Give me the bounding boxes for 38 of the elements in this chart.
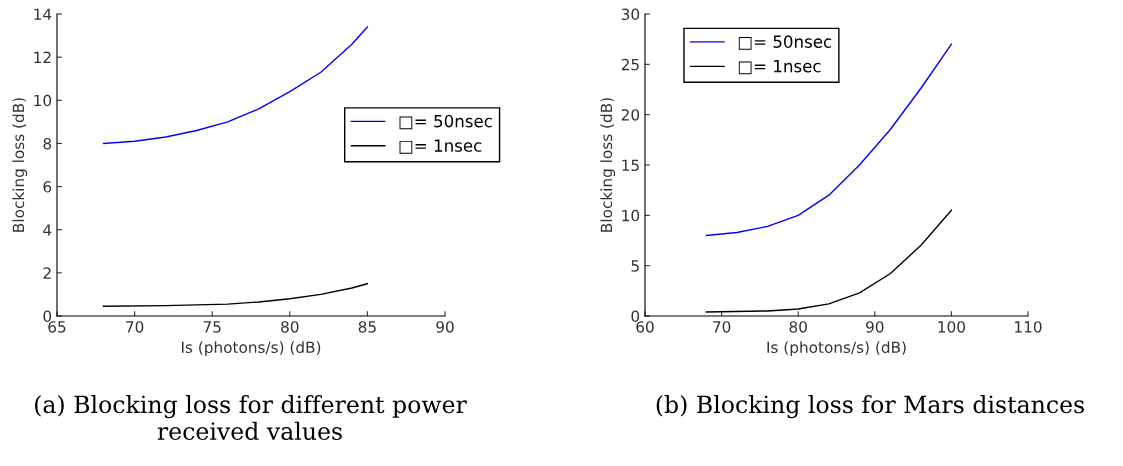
- line-series: [705, 209, 953, 313]
- text: (a) Blocking loss for different power received values: [35, 395, 467, 441]
- y-tick-label: 15: [622, 159, 639, 172]
- y-tick-label: 14: [34, 8, 52, 20]
- y-tick-label: 30: [621, 8, 640, 21]
- y-tick-label: 8: [43, 137, 52, 150]
- x-tick-label: 85: [358, 321, 376, 333]
- y-axis-title: Blocking loss (dB): [12, 98, 28, 232]
- x-axis-title: Is (photons/s) (dB): [767, 341, 906, 356]
- legend-label: □= 1nsec: [399, 139, 482, 154]
- x-tick-label: 90: [436, 321, 454, 333]
- x-tick-label: 80: [281, 321, 299, 333]
- y-tick-label: 10: [622, 209, 640, 222]
- x-tick-label: 70: [713, 321, 731, 333]
- x-tick-label: 90: [866, 321, 884, 333]
- y-tick-label: 5: [631, 260, 639, 272]
- y-tick-label: 10: [34, 94, 52, 107]
- legend-label: □= 50nsec: [738, 35, 832, 50]
- y-tick-label: 4: [43, 224, 52, 236]
- x-tick-label: 110: [1015, 321, 1042, 333]
- x-tick-label: 60: [636, 321, 654, 333]
- y-tick-label: 20: [621, 109, 640, 121]
- legend-label: □= 50nsec: [399, 114, 492, 130]
- legend-label: □= 1nsec: [738, 60, 821, 75]
- text: (b) Blocking loss for Mars distances: [656, 395, 1084, 419]
- x-tick-label: 80: [789, 321, 807, 333]
- line-series: [102, 282, 369, 307]
- x-tick-label: 65: [48, 321, 66, 333]
- x-tick-label: 100: [938, 321, 965, 333]
- x-axis-title: Is (photons/s) (dB): [181, 341, 321, 356]
- x-tick-label: 75: [203, 321, 221, 333]
- y-tick-label: 12: [34, 51, 51, 63]
- y-tick-label: 2: [43, 267, 51, 279]
- line-series: [102, 26, 369, 145]
- y-tick-label: 25: [621, 58, 639, 71]
- y-axis-title: Blocking loss (dB): [600, 98, 616, 232]
- x-tick-label: 70: [126, 321, 144, 333]
- y-tick-label: 6: [43, 181, 52, 193]
